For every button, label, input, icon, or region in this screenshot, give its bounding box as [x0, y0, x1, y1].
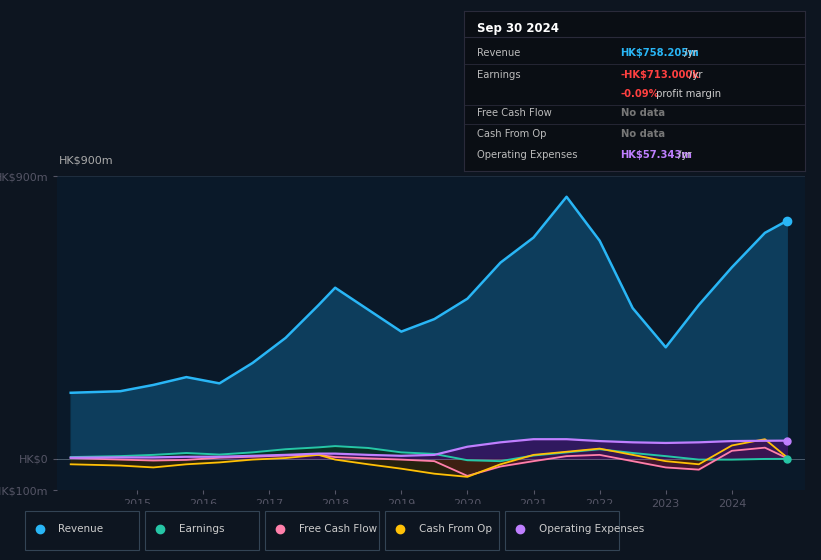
Text: Operating Expenses: Operating Expenses [539, 524, 644, 534]
Text: No data: No data [621, 108, 665, 118]
Text: Cash From Op: Cash From Op [478, 129, 547, 139]
Text: Cash From Op: Cash From Op [419, 524, 492, 534]
Text: Free Cash Flow: Free Cash Flow [299, 524, 377, 534]
Text: Sep 30 2024: Sep 30 2024 [478, 22, 559, 35]
Text: profit margin: profit margin [654, 89, 722, 99]
Text: HK$57.343m: HK$57.343m [621, 150, 692, 160]
Text: /yr: /yr [675, 150, 691, 160]
Text: Earnings: Earnings [478, 70, 521, 80]
Text: Free Cash Flow: Free Cash Flow [478, 108, 553, 118]
Text: Operating Expenses: Operating Expenses [478, 150, 578, 160]
Text: /yr: /yr [686, 70, 703, 80]
Text: No data: No data [621, 129, 665, 139]
Text: Revenue: Revenue [478, 48, 521, 58]
Text: HK$900m: HK$900m [59, 155, 114, 165]
Text: HK$758.205m: HK$758.205m [621, 48, 699, 58]
Text: /yr: /yr [681, 48, 697, 58]
Text: Earnings: Earnings [179, 524, 224, 534]
Text: -0.09%: -0.09% [621, 89, 659, 99]
Text: -HK$713.000k: -HK$713.000k [621, 70, 699, 80]
Text: Revenue: Revenue [58, 524, 103, 534]
